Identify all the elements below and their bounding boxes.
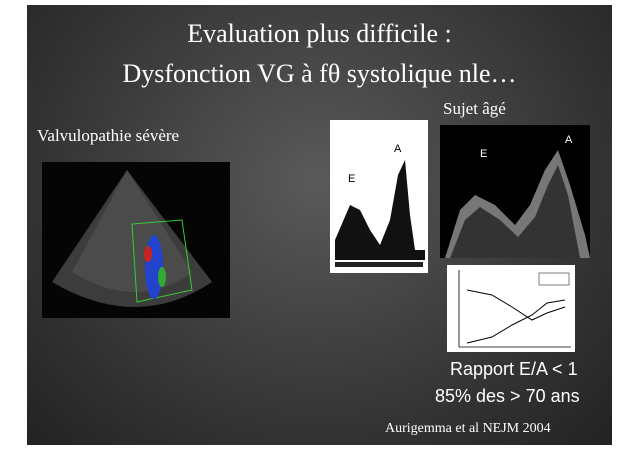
echo-image [42, 162, 230, 318]
doppler-image-2: A E [440, 125, 590, 258]
title-line: Dysfonction VG à fθ systolique nle… [122, 59, 517, 88]
doppler-label: E [348, 173, 355, 185]
finding: Rapport E/A < 1 [450, 359, 578, 379]
doppler-label: A [394, 143, 402, 155]
slide: Evaluation plus difficile : Dysfonction … [27, 5, 612, 445]
finding: 85% des > 70 ans [435, 386, 580, 406]
right-label: Sujet âgé [443, 99, 506, 118]
title-line: Evaluation plus difficile : [187, 19, 452, 48]
doppler-label: E [480, 148, 487, 160]
doppler-image-1: A E [330, 120, 428, 273]
left-label: Valvulopathie sévère [37, 126, 180, 145]
reference: Aurigemma et al NEJM 2004 [385, 421, 551, 436]
doppler-label: A [565, 134, 573, 146]
inset-graph [447, 265, 575, 352]
